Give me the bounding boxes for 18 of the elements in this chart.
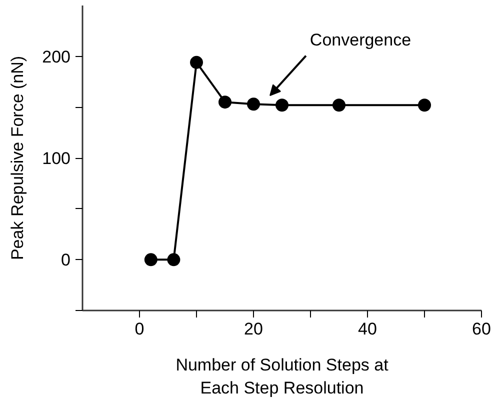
point: [247, 98, 260, 111]
x-tick-label: 60: [472, 320, 491, 338]
y-tick-label: 0: [61, 250, 71, 270]
y-axis-title: Peak Repulsive Force (nN): [8, 56, 28, 260]
point: [276, 98, 288, 112]
x-axis-title: Number of Solution Steps at Each Step Resolution: [176, 356, 389, 398]
x-tick-label: 20: [244, 320, 263, 338]
x-tick-label: 40: [358, 320, 377, 338]
point: [190, 56, 203, 69]
point: [418, 98, 431, 112]
y-tick-label: 100: [42, 149, 71, 168]
x-tick-label: 0: [134, 320, 144, 338]
point: [144, 253, 158, 266]
point: [332, 98, 346, 112]
y-tick-label: 200: [42, 47, 71, 66]
point: [218, 96, 232, 109]
annotation: Convergence: [310, 30, 412, 50]
point: [167, 253, 180, 266]
